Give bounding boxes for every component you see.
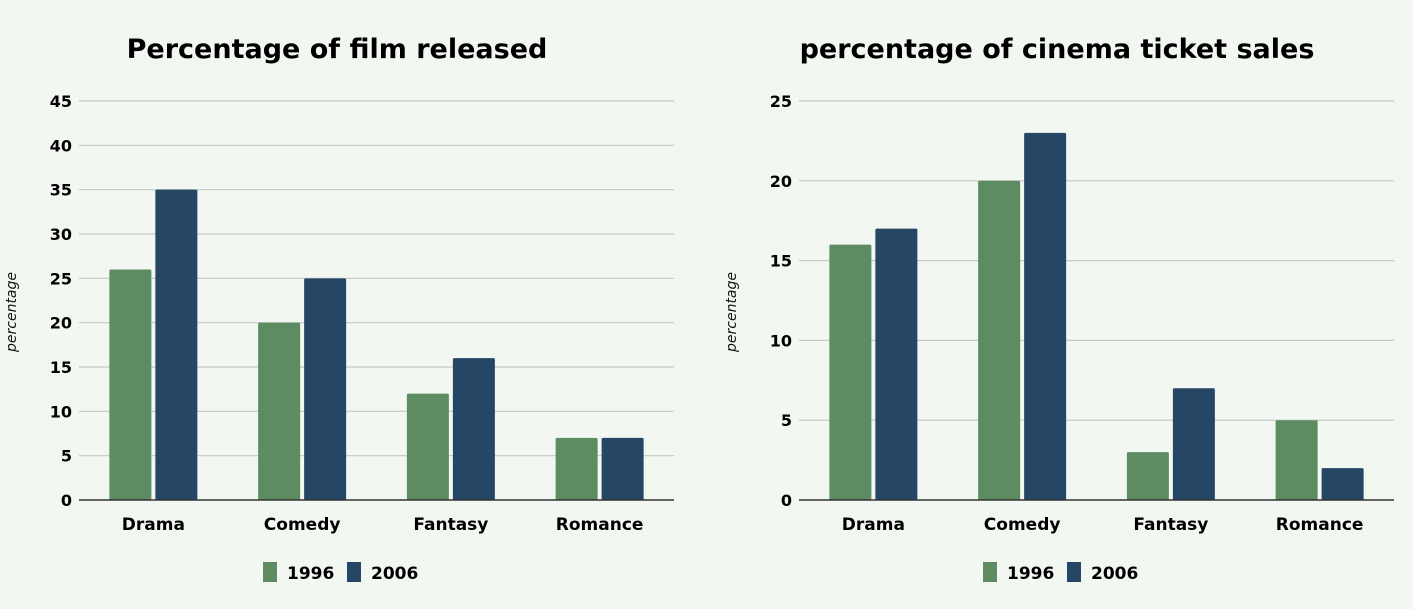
legend-swatch-2006 — [347, 562, 361, 582]
x-tick-label: Comedy — [984, 515, 1061, 535]
x-tick-label: Comedy — [264, 515, 341, 535]
plot-area: 0 5 10 15 20 25 Drama Comedy Fantasy Romance — [770, 92, 1394, 535]
ticket-sales-chart: percentage of cinema ticket sales percen… — [720, 0, 1413, 609]
bar-2006-romance — [601, 437, 644, 500]
legend-swatch-1996 — [983, 562, 997, 582]
bar-1996-romance — [1275, 420, 1318, 500]
bar-2006-comedy — [1024, 132, 1067, 501]
y-tick-label: 25 — [770, 92, 792, 111]
y-tick-label: 45 — [50, 92, 72, 111]
x-tick-label: Drama — [842, 515, 905, 535]
y-tick-label: 0 — [781, 491, 792, 510]
y-tick-label: 5 — [61, 447, 72, 466]
bar-2006-fantasy — [452, 358, 495, 500]
bar-1996-comedy — [258, 322, 301, 500]
x-tick-label: Fantasy — [1133, 515, 1208, 535]
film-released-chart: Percentage of film released percentage 0… — [0, 0, 706, 609]
y-tick-label: 30 — [50, 225, 72, 244]
legend: 1996 2006 — [983, 562, 1138, 584]
y-tick-label: 20 — [50, 314, 72, 333]
bar-1996-fantasy — [1126, 452, 1169, 500]
bar-2006-drama — [875, 228, 918, 500]
y-tick-label: 15 — [50, 358, 72, 377]
y-tick-label: 40 — [50, 136, 72, 155]
y-tick-label: 25 — [50, 269, 72, 288]
legend: 1996 2006 — [263, 562, 418, 584]
legend-label-1996: 1996 — [287, 564, 334, 584]
film-released-chart-svg: Percentage of film released percentage 0… — [4, 34, 674, 584]
y-tick-label: 0 — [61, 491, 72, 510]
bar-1996-drama — [829, 244, 872, 500]
bar-1996-romance — [555, 437, 598, 500]
legend-swatch-1996 — [263, 562, 277, 582]
legend-label-1996: 1996 — [1007, 564, 1054, 584]
bar-1996-drama — [109, 269, 152, 500]
x-tick-label: Romance — [556, 515, 644, 535]
chart-title: percentage of cinema ticket sales — [800, 34, 1315, 65]
bar-1996-comedy — [978, 180, 1021, 501]
legend-swatch-2006 — [1067, 562, 1081, 582]
y-axis-label: percentage — [4, 272, 20, 353]
ticket-sales-chart-svg: percentage of cinema ticket sales percen… — [724, 34, 1394, 584]
bar-2006-comedy — [304, 278, 347, 500]
bar-2006-drama — [155, 189, 198, 500]
plot-area: 0 5 10 15 20 25 30 35 40 45 Drama Comedy Fantasy Roma… — [50, 92, 674, 535]
y-tick-label: 10 — [50, 402, 72, 421]
y-tick-label: 15 — [770, 252, 792, 271]
bar-2006-romance — [1321, 468, 1364, 500]
x-tick-label: Drama — [122, 515, 185, 535]
bar-1996-fantasy — [406, 393, 449, 500]
y-tick-label: 10 — [770, 331, 792, 350]
y-tick-label: 5 — [781, 411, 792, 430]
legend-label-2006: 2006 — [1091, 564, 1138, 584]
legend-label-2006: 2006 — [371, 564, 418, 584]
y-tick-label: 20 — [770, 172, 792, 191]
bar-2006-fantasy — [1172, 388, 1215, 500]
y-axis-label: percentage — [724, 272, 740, 353]
chart-title: Percentage of film released — [127, 34, 548, 65]
y-tick-label: 35 — [50, 181, 72, 200]
x-tick-label: Romance — [1276, 515, 1364, 535]
x-tick-label: Fantasy — [413, 515, 488, 535]
